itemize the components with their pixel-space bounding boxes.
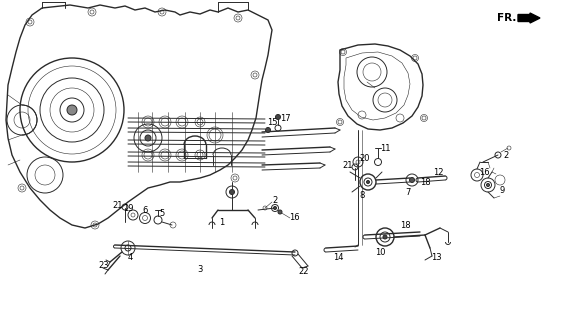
Text: 2: 2	[503, 150, 508, 159]
Text: 12: 12	[433, 167, 443, 177]
Text: 21: 21	[113, 201, 123, 210]
Text: 20: 20	[360, 154, 370, 163]
Text: 14: 14	[333, 253, 343, 262]
Text: 15: 15	[267, 117, 277, 126]
Circle shape	[145, 135, 151, 141]
Circle shape	[487, 183, 490, 187]
Text: 2: 2	[273, 196, 278, 204]
Circle shape	[274, 206, 277, 210]
Text: 7: 7	[406, 188, 411, 196]
Text: 4: 4	[127, 253, 132, 262]
Circle shape	[265, 127, 270, 132]
Text: 10: 10	[375, 247, 385, 257]
Circle shape	[67, 105, 77, 115]
Text: 22: 22	[299, 268, 309, 276]
Text: 9: 9	[499, 186, 504, 195]
Text: 17: 17	[279, 114, 290, 123]
Text: 23: 23	[99, 260, 109, 269]
Text: 1: 1	[219, 218, 224, 227]
Circle shape	[366, 180, 370, 183]
Text: 18: 18	[400, 220, 410, 229]
Circle shape	[410, 178, 415, 182]
Circle shape	[275, 115, 281, 119]
Circle shape	[278, 210, 282, 214]
Text: 21: 21	[343, 161, 353, 170]
Text: 11: 11	[380, 143, 390, 153]
Text: 16: 16	[479, 167, 489, 177]
Text: 18: 18	[420, 178, 431, 187]
Circle shape	[229, 189, 235, 195]
Text: 8: 8	[360, 190, 365, 199]
Text: 19: 19	[123, 204, 133, 212]
Text: 6: 6	[143, 205, 148, 214]
Text: 16: 16	[289, 212, 299, 221]
Text: 3: 3	[197, 266, 203, 275]
FancyArrow shape	[518, 13, 540, 23]
Circle shape	[383, 235, 387, 239]
Text: FR.: FR.	[496, 13, 516, 23]
Text: 5: 5	[160, 209, 165, 218]
Text: 13: 13	[431, 253, 441, 262]
